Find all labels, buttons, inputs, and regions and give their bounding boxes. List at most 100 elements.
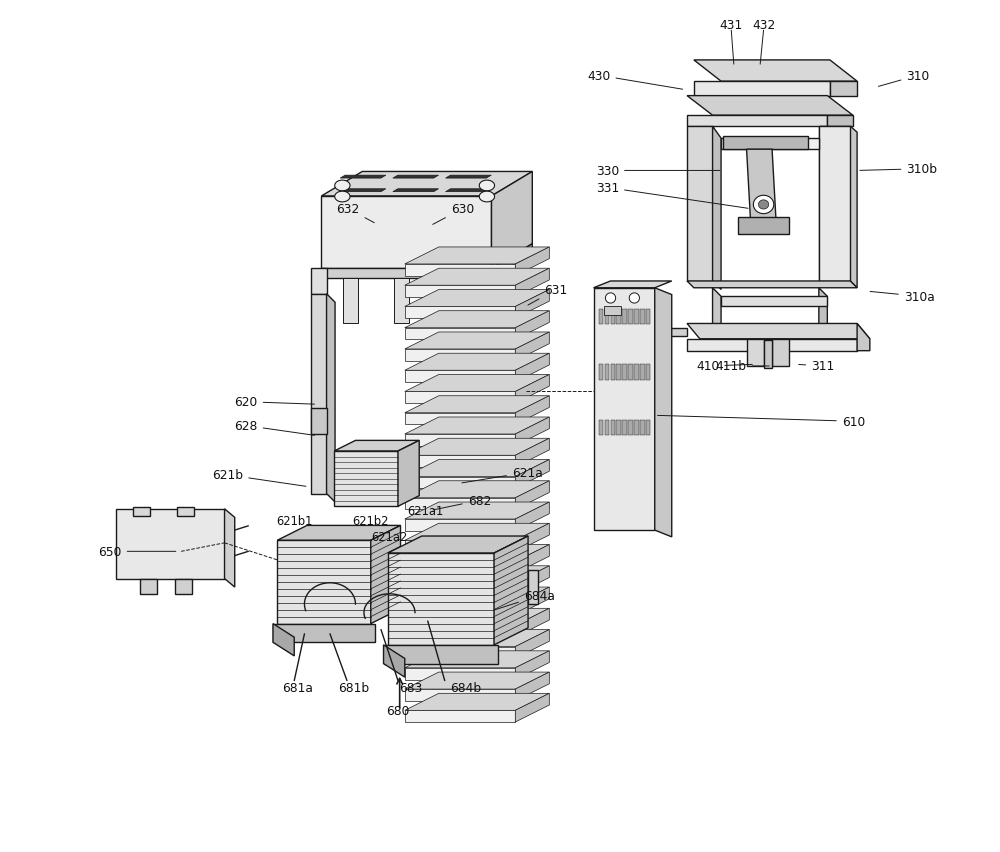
Polygon shape	[405, 545, 549, 561]
Polygon shape	[405, 587, 549, 604]
Polygon shape	[747, 150, 776, 227]
Polygon shape	[405, 435, 515, 446]
Polygon shape	[335, 181, 350, 192]
Polygon shape	[394, 279, 409, 324]
Polygon shape	[694, 82, 830, 96]
Polygon shape	[827, 116, 853, 127]
Polygon shape	[340, 189, 386, 193]
Polygon shape	[405, 541, 515, 552]
Polygon shape	[830, 82, 857, 96]
Text: 681a: 681a	[282, 681, 313, 694]
Polygon shape	[321, 269, 491, 279]
Polygon shape	[405, 566, 549, 583]
Polygon shape	[311, 295, 327, 494]
Polygon shape	[515, 566, 549, 595]
Polygon shape	[175, 579, 192, 594]
Text: 621a1: 621a1	[407, 504, 443, 517]
Polygon shape	[405, 328, 515, 340]
Text: 684a: 684a	[494, 590, 555, 610]
Polygon shape	[384, 645, 405, 677]
Polygon shape	[405, 503, 549, 520]
Polygon shape	[140, 579, 157, 594]
Polygon shape	[405, 625, 515, 637]
Polygon shape	[622, 420, 627, 435]
Polygon shape	[528, 570, 538, 604]
Polygon shape	[515, 332, 549, 361]
Polygon shape	[405, 672, 549, 689]
Polygon shape	[405, 248, 549, 265]
Text: 620: 620	[234, 395, 314, 409]
Polygon shape	[321, 197, 491, 269]
Polygon shape	[405, 311, 549, 328]
Text: 330: 330	[596, 164, 720, 178]
Polygon shape	[594, 289, 655, 531]
Text: 621a2: 621a2	[371, 530, 408, 543]
Polygon shape	[819, 127, 850, 282]
Text: 628: 628	[234, 419, 314, 435]
Text: 680: 680	[386, 704, 410, 717]
Polygon shape	[515, 481, 549, 509]
Polygon shape	[687, 339, 857, 351]
Polygon shape	[405, 460, 549, 477]
Polygon shape	[515, 545, 549, 573]
Polygon shape	[405, 711, 515, 722]
Polygon shape	[405, 694, 549, 711]
Polygon shape	[405, 375, 549, 392]
Text: 684b: 684b	[450, 681, 482, 694]
Polygon shape	[515, 439, 549, 468]
Polygon shape	[646, 420, 650, 435]
Polygon shape	[405, 332, 549, 349]
Polygon shape	[599, 309, 603, 325]
Polygon shape	[599, 420, 603, 435]
Polygon shape	[515, 672, 549, 701]
Text: 431: 431	[720, 19, 743, 32]
Polygon shape	[605, 420, 609, 435]
Polygon shape	[616, 365, 621, 380]
Text: 682: 682	[433, 494, 491, 510]
Polygon shape	[515, 503, 549, 531]
Polygon shape	[405, 498, 515, 509]
Polygon shape	[599, 365, 603, 380]
Polygon shape	[334, 452, 398, 507]
Polygon shape	[405, 286, 515, 297]
Polygon shape	[177, 508, 194, 516]
Polygon shape	[405, 307, 515, 319]
Polygon shape	[405, 396, 549, 413]
Polygon shape	[335, 192, 350, 203]
Text: 430: 430	[587, 70, 683, 90]
Polygon shape	[277, 541, 371, 624]
Polygon shape	[405, 456, 515, 468]
Polygon shape	[687, 127, 713, 282]
Polygon shape	[604, 307, 621, 315]
Polygon shape	[405, 689, 515, 701]
Polygon shape	[405, 524, 549, 541]
Polygon shape	[515, 651, 549, 680]
Polygon shape	[515, 354, 549, 383]
Text: 411b: 411b	[716, 360, 769, 373]
Polygon shape	[334, 440, 419, 452]
Text: 331: 331	[596, 181, 748, 209]
Polygon shape	[515, 248, 549, 276]
Text: 683: 683	[399, 681, 422, 694]
Polygon shape	[687, 96, 853, 116]
Polygon shape	[133, 508, 150, 516]
Polygon shape	[515, 291, 549, 319]
Polygon shape	[405, 392, 515, 404]
Polygon shape	[405, 269, 549, 286]
Polygon shape	[311, 269, 327, 295]
Polygon shape	[515, 524, 549, 552]
Polygon shape	[388, 537, 528, 554]
Polygon shape	[694, 60, 857, 82]
Polygon shape	[605, 294, 616, 303]
Polygon shape	[616, 309, 621, 325]
Polygon shape	[405, 265, 515, 276]
Polygon shape	[628, 309, 633, 325]
Polygon shape	[388, 554, 494, 645]
Text: 650: 650	[98, 545, 176, 558]
Polygon shape	[405, 477, 515, 489]
Polygon shape	[819, 127, 850, 282]
Polygon shape	[640, 420, 645, 435]
Polygon shape	[405, 481, 549, 498]
Polygon shape	[819, 289, 827, 349]
Polygon shape	[321, 172, 532, 197]
